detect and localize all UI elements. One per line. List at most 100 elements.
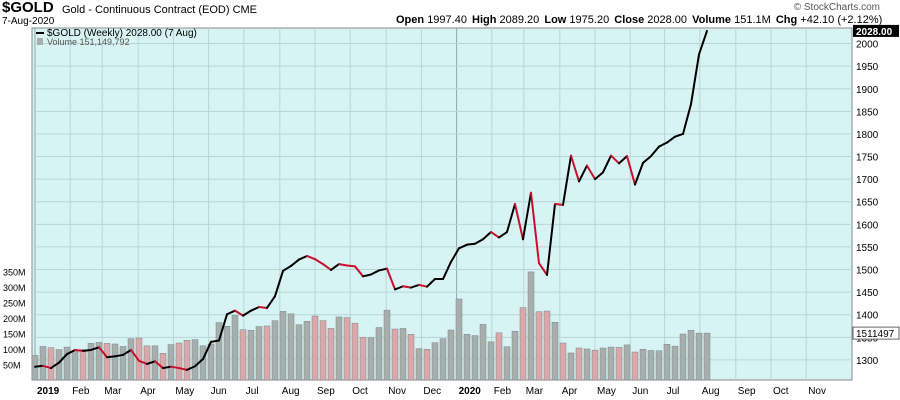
chart-legend: $GOLD (Weekly) 2028.00 (7 Aug) Volume 15… <box>36 28 197 47</box>
volume-bar <box>199 345 207 381</box>
price-segment <box>362 273 372 278</box>
x-tick-label: Nov <box>808 386 826 397</box>
chart-date: 7-Aug-2020 <box>2 16 55 27</box>
price-segment <box>250 306 260 312</box>
price-segment <box>154 360 164 370</box>
volume-bar <box>255 326 263 381</box>
price-segment <box>74 348 84 352</box>
y-tick-label: 2000 <box>856 40 879 51</box>
volume-bar <box>191 339 199 381</box>
price-segment <box>418 283 428 288</box>
y-tick-label: 1550 <box>856 243 879 254</box>
price-segment <box>634 161 644 186</box>
volume-bar <box>231 315 239 381</box>
volume-bar <box>503 346 511 381</box>
chg-label: Chg <box>775 14 798 26</box>
price-segment <box>98 346 108 359</box>
copyright-link[interactable]: © StockCharts.com <box>793 2 880 13</box>
y-tick-label: 1500 <box>856 266 879 277</box>
price-segment <box>578 164 588 183</box>
price-segment <box>34 364 44 368</box>
volume-bar <box>431 342 439 381</box>
price-segment <box>178 367 188 371</box>
volume-bar <box>583 348 591 381</box>
symbol-title: $GOLD <box>2 0 54 16</box>
volume-bar <box>63 346 71 381</box>
volume-tick-label: 200M <box>3 314 26 324</box>
legend-volume-text: Volume 151,149,792 <box>47 37 130 47</box>
price-segment <box>274 269 284 298</box>
volume-tick-label: 300M <box>3 283 26 293</box>
volume-bar <box>295 324 303 381</box>
volume-bar <box>127 338 135 381</box>
x-tick-label: Aug <box>702 386 720 397</box>
price-segment <box>522 191 532 241</box>
price-segment <box>426 278 436 288</box>
volume-bar <box>207 343 215 381</box>
open-value: 1997.40 <box>427 14 467 26</box>
volume-bar <box>407 334 415 381</box>
volume-bar <box>215 322 223 381</box>
legend-price-text: $GOLD (Weekly) 2028.00 (7 Aug) <box>47 28 197 39</box>
volume-bar <box>527 271 535 381</box>
volume-bar <box>223 326 231 381</box>
x-tick-label: Sep <box>317 386 335 397</box>
volume-bar <box>543 310 551 381</box>
price-segment <box>498 231 508 239</box>
price-segment <box>682 103 692 135</box>
price-segment <box>626 155 636 186</box>
y-tick-label: 1450 <box>856 288 879 299</box>
x-tick-label: May <box>175 386 194 397</box>
volume-bar <box>239 329 247 381</box>
x-tick-label: 2019 <box>37 386 60 397</box>
last-price-box <box>853 24 899 37</box>
x-tick-label: Oct <box>773 386 789 397</box>
price-segment <box>338 263 348 267</box>
volume-bar <box>135 337 143 381</box>
x-tick-label: Dec <box>423 386 441 397</box>
exchange-text: CME <box>232 4 258 16</box>
volume-bar <box>287 313 295 381</box>
x-tick-label: Oct <box>352 386 368 397</box>
price-segment <box>90 346 100 351</box>
open-label: Open <box>396 14 425 26</box>
volume-bar <box>559 342 567 381</box>
volume-bar <box>311 315 319 381</box>
volume-bar <box>103 343 111 381</box>
volume-value: 151.1M <box>734 14 771 26</box>
volume-bar <box>119 346 127 381</box>
price-segment <box>514 203 524 241</box>
price-segment <box>58 353 68 364</box>
volume-bar <box>31 355 39 381</box>
volume-label: Volume <box>692 14 732 26</box>
price-segment <box>234 309 244 317</box>
volume-bar <box>519 307 527 381</box>
volume-bar <box>391 328 399 381</box>
low-label: Low <box>544 14 567 26</box>
volume-bar <box>567 352 575 381</box>
volume-bar <box>647 350 655 381</box>
price-segment <box>242 309 252 317</box>
y-tick-label: 1750 <box>856 153 879 164</box>
volume-bar <box>95 342 103 381</box>
price-segment <box>386 267 396 291</box>
price-segment <box>586 164 596 181</box>
price-segment <box>538 262 548 276</box>
y-tick-label: 1800 <box>856 130 879 141</box>
price-segment <box>370 269 380 276</box>
y-tick-label: 1650 <box>856 198 879 209</box>
volume-bar <box>703 332 711 381</box>
price-segment <box>490 231 500 239</box>
volume-bar <box>535 311 543 381</box>
volume-bar <box>679 333 687 381</box>
price-segment <box>690 53 700 106</box>
x-tick-label: May <box>597 386 616 397</box>
price-segment <box>642 155 652 164</box>
price-segment <box>146 360 156 365</box>
price-segment <box>474 238 484 245</box>
price-stats: Open 1997.40 High 2089.20 Low 1975.20 Cl… <box>396 14 884 26</box>
close-label: Close <box>614 14 645 26</box>
volume-bar <box>47 347 55 381</box>
volume-bar <box>495 332 503 381</box>
